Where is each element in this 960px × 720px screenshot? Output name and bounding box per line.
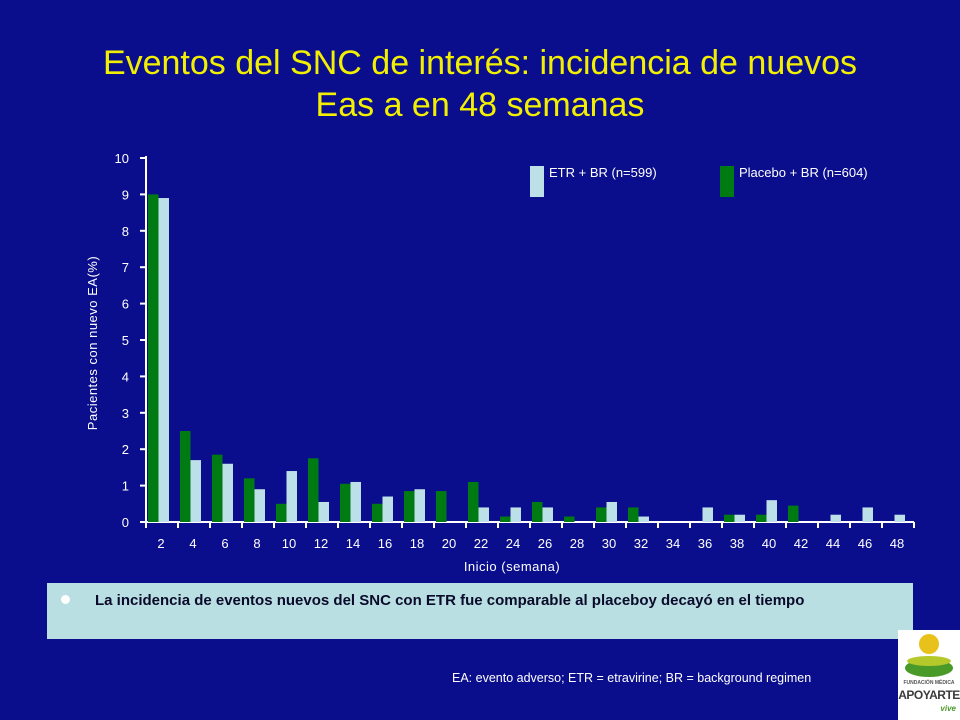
- x-tick-label: 42: [794, 536, 808, 551]
- bar-series-1-38: [724, 514, 735, 522]
- y-tick-label: 8: [122, 224, 129, 239]
- y-tick-label: 10: [115, 151, 129, 166]
- logo-text-line-3: vive: [940, 704, 956, 713]
- x-tick-label: 28: [570, 536, 584, 551]
- bar-series-1-4: [180, 431, 191, 522]
- x-tick-label: 16: [378, 536, 392, 551]
- y-axis: 0 1 2 3 4 5 6 7 8 9 10: [115, 151, 147, 530]
- bar-series-2-14: [350, 481, 361, 522]
- x-axis-title: Inicio (semana): [464, 559, 560, 574]
- legend-swatch-2: [720, 166, 734, 197]
- y-tick-label: 3: [122, 406, 129, 421]
- legend-label-1: ETR + BR (n=599): [549, 165, 657, 180]
- x-tick-label: 12: [314, 536, 328, 551]
- x-tick-label: 18: [410, 536, 424, 551]
- x-tick-label: 30: [602, 536, 616, 551]
- bar-series-2-24: [510, 507, 521, 522]
- y-tick-label: 6: [122, 297, 129, 312]
- bar-series-1-20: [436, 491, 447, 522]
- x-axis: 2 4 6 8 10 12 14 16 18 20 22 24 26 28 30 32 34 36 38 40 42 44…: [145, 521, 915, 551]
- x-tick-label: 20: [442, 536, 456, 551]
- x-tick-label: 22: [474, 536, 488, 551]
- footnote: EA: evento adverso; ETR = etravirine; BR…: [452, 671, 812, 685]
- bar-series-1-40: [756, 514, 767, 522]
- x-tick-label: 24: [506, 536, 520, 551]
- sun-logo-icon: [905, 634, 953, 677]
- bar-series-2-26: [542, 507, 553, 522]
- y-tick-label: 2: [122, 442, 129, 457]
- x-tick-label: 44: [826, 536, 840, 551]
- x-tick-label: 34: [666, 536, 680, 551]
- y-tick-label: 4: [122, 369, 129, 384]
- bar-series-1-18: [404, 491, 415, 522]
- x-tick-label: 2: [157, 536, 164, 551]
- bar-series-2-6: [222, 463, 233, 522]
- bar-series-2-16: [382, 496, 393, 522]
- bars: [148, 194, 905, 523]
- bar-series-1-12: [308, 458, 319, 522]
- bar-series-2-18: [414, 489, 425, 522]
- x-tick-label: 32: [634, 536, 648, 551]
- bar-series-2-22: [478, 507, 489, 522]
- bar-series-1-10: [276, 503, 287, 522]
- bar-series-1-24: [500, 516, 511, 522]
- y-tick-label: 0: [122, 515, 129, 530]
- bar-series-1-14: [340, 483, 351, 522]
- bar-series-2-8: [254, 489, 265, 522]
- y-tick-label: 9: [122, 187, 129, 202]
- legend-label-2: Placebo + BR (n=604): [739, 165, 868, 180]
- bar-series-2-46: [862, 507, 873, 522]
- bar-series-1-16: [372, 503, 383, 522]
- y-tick-label: 5: [122, 333, 129, 348]
- x-tick-label: 4: [189, 536, 196, 551]
- x-tick-label: 6: [221, 536, 228, 551]
- note-box: La incidencia de eventos nuevos del SNC …: [47, 583, 913, 639]
- bar-series-2-4: [190, 460, 201, 522]
- legend-swatch-1: [530, 166, 544, 197]
- bar-series-2-36: [702, 507, 713, 522]
- bar-series-1-26: [532, 501, 543, 522]
- logo-text-line-2: APOYARTE: [898, 688, 960, 702]
- bar-series-2-32: [638, 516, 649, 522]
- bar-series-1-28: [564, 516, 575, 522]
- bar-series-2-40: [766, 500, 777, 522]
- y-tick-label: 1: [122, 479, 129, 494]
- x-tick-label: 46: [858, 536, 872, 551]
- bar-series-2-2: [158, 198, 169, 523]
- bar-series-1-8: [244, 478, 255, 522]
- bar-series-2-30: [606, 501, 617, 522]
- x-tick-label: 10: [282, 536, 296, 551]
- x-tick-label: 48: [890, 536, 904, 551]
- note-text: La incidencia de eventos nuevos del SNC …: [95, 592, 805, 609]
- logo-text-line-1: FUNDACIÓN MÉDICA: [903, 680, 955, 686]
- bullet-icon: [61, 595, 70, 604]
- slide-title-line-2: Eas a en 48 semanas: [315, 86, 645, 124]
- x-tick-label: 26: [538, 536, 552, 551]
- slide-title: Eventos del SNC de interés: incidencia d…: [0, 42, 960, 126]
- bar-series-1-2: [148, 194, 159, 522]
- bar-series-2-12: [318, 501, 329, 522]
- y-axis-title: Pacientes con nuevo EA(%): [85, 256, 100, 430]
- x-tick-label: 38: [730, 536, 744, 551]
- bar-series-2-38: [734, 514, 745, 522]
- legend: ETR + BR (n=599) Placebo + BR (n=604): [530, 165, 868, 197]
- slide-title-line-1: Eventos del SNC de interés: incidencia d…: [102, 44, 858, 82]
- bar-series-1-6: [212, 454, 223, 522]
- bar-series-1-30: [596, 507, 607, 522]
- x-tick-label: 8: [253, 536, 260, 551]
- bar-series-2-10: [286, 471, 297, 522]
- y-tick-label: 7: [122, 260, 129, 275]
- bar-series-2-44: [830, 514, 841, 522]
- bar-series-1-32: [628, 507, 639, 522]
- bar-series-1-42: [788, 505, 799, 522]
- foundation-logo: FUNDACIÓN MÉDICA APOYARTE vive: [898, 630, 960, 720]
- bar-series-2-48: [894, 514, 905, 522]
- bar-series-1-22: [468, 481, 479, 522]
- x-tick-label: 40: [762, 536, 776, 551]
- x-tick-label: 14: [346, 536, 360, 551]
- x-tick-label: 36: [698, 536, 712, 551]
